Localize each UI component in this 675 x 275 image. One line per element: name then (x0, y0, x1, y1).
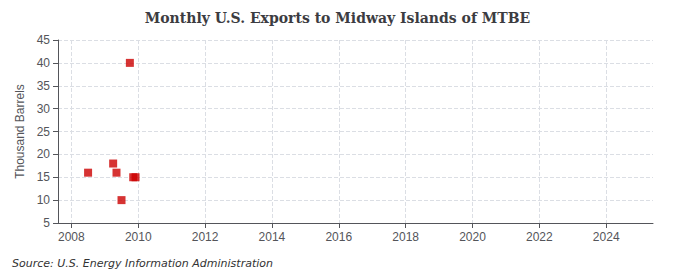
svg-text:20: 20 (37, 147, 51, 161)
svg-text:5: 5 (43, 216, 50, 230)
svg-text:40: 40 (37, 56, 51, 70)
svg-text:2012: 2012 (192, 230, 219, 244)
svg-text:2008: 2008 (58, 230, 85, 244)
svg-text:2018: 2018 (392, 230, 419, 244)
svg-text:2024: 2024 (593, 230, 620, 244)
svg-text:10: 10 (37, 193, 51, 207)
svg-text:Source: U.S. Energy Informatio: Source: U.S. Energy Information Administ… (12, 257, 273, 270)
svg-text:45: 45 (37, 33, 51, 47)
svg-text:30: 30 (37, 102, 51, 116)
svg-text:2010: 2010 (125, 230, 152, 244)
svg-text:Thousand Barrels: Thousand Barrels (13, 84, 27, 179)
svg-text:35: 35 (37, 79, 51, 93)
svg-text:Monthly U.S. Exports to Midway: Monthly U.S. Exports to Midway Islands o… (145, 10, 531, 26)
svg-text:2014: 2014 (259, 230, 286, 244)
svg-text:2022: 2022 (526, 230, 553, 244)
svg-text:2016: 2016 (325, 230, 352, 244)
svg-text:15: 15 (37, 170, 51, 184)
svg-text:25: 25 (37, 125, 51, 139)
svg-text:2020: 2020 (459, 230, 486, 244)
